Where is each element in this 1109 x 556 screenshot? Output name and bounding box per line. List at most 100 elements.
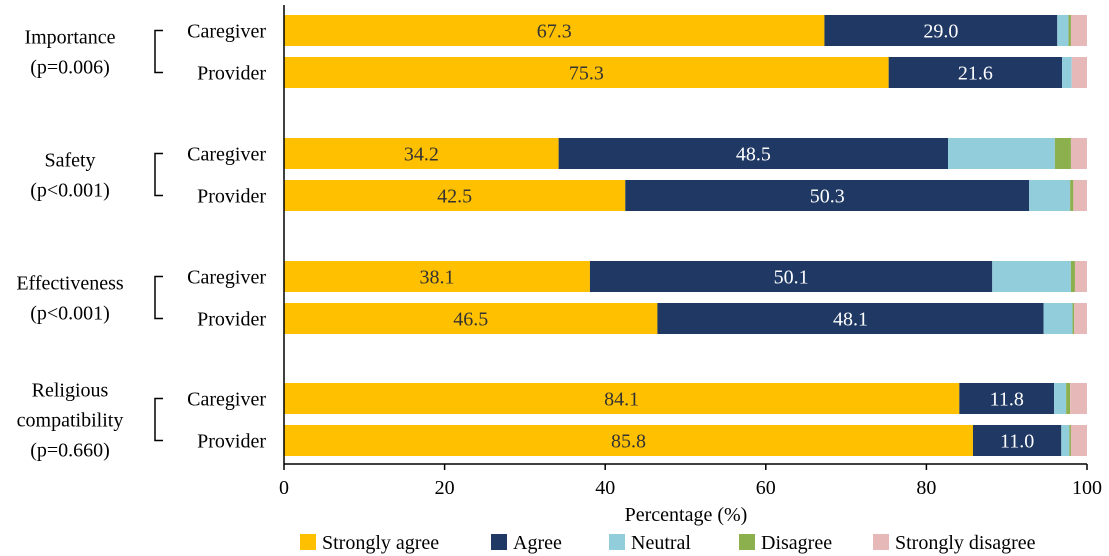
group-bracket [154, 275, 163, 320]
legend-swatch [873, 534, 889, 550]
group-label: Religious [32, 380, 109, 402]
plot-area: 67.3 29.0 75.3 21.6 34.2 48.5 42.5 50.3 38.1 50.1… [284, 15, 1087, 456]
bar-segment-agree [972, 425, 1062, 456]
bar-segment-disagree [1066, 383, 1071, 414]
bar-segment-disagree [1070, 180, 1074, 211]
legend-label: Neutral [631, 532, 691, 554]
bar-segment-strongly-agree [284, 57, 889, 88]
group-bracket [154, 152, 163, 197]
legend-label: Strongly agree [322, 532, 439, 554]
legend-swatch [609, 534, 625, 550]
bar-segment-agree [959, 383, 1055, 414]
x-tick-label: 20 [435, 477, 455, 499]
bar-segment-disagree [1068, 15, 1071, 46]
legend-label: Agree [513, 532, 562, 554]
bar-segment-agree [558, 138, 949, 169]
group-label: (p<0.001) [30, 180, 110, 202]
bar-segment-agree [625, 180, 1030, 211]
legend-item: Strongly disagree [873, 532, 1036, 554]
data-label: 21.6 [958, 63, 993, 85]
data-label: 50.1 [774, 267, 809, 289]
x-tick-label: 0 [279, 477, 289, 499]
legend-item: Disagree [739, 532, 832, 554]
bar-segment-disagree [1069, 425, 1071, 456]
data-label: 34.2 [404, 144, 439, 166]
group-label: Effectiveness [16, 273, 124, 295]
bar-segment-strongly-agree [284, 15, 825, 46]
data-label: 67.3 [537, 21, 572, 43]
data-label: 11.8 [990, 389, 1024, 411]
bar-segment-strongly-disagree [1074, 261, 1087, 292]
data-label: 42.5 [437, 186, 472, 208]
data-label: 84.1 [604, 389, 639, 411]
group-label: (p<0.001) [30, 303, 110, 325]
legend-label: Disagree [761, 532, 832, 554]
legend-swatch [739, 534, 755, 550]
x-tick-label: 100 [1072, 477, 1102, 499]
bar-segment-neutral [1029, 180, 1071, 211]
legend-item: Agree [491, 532, 562, 554]
bar-segment-disagree [1072, 303, 1075, 334]
group-labels: Caregiver Provider Importance (p=0.006) Care… [16, 21, 266, 462]
data-label: 48.5 [736, 144, 771, 166]
data-label: 50.3 [810, 186, 845, 208]
group-label: Importance [24, 27, 115, 49]
bar-category-label: Caregiver [187, 21, 266, 43]
bar-segment-strongly-disagree [1070, 383, 1087, 414]
bar-segment-agree [824, 15, 1058, 46]
bar-category-label: Provider [197, 63, 266, 85]
bar-segment-neutral [1043, 303, 1073, 334]
bar-category-label: Provider [197, 431, 266, 453]
legend: Strongly agree Agree Neutral Disagree Strong… [300, 532, 1036, 554]
legend-swatch [300, 534, 316, 550]
bar-segment-neutral [1062, 57, 1072, 88]
legend-swatch [491, 534, 507, 550]
data-label: 29.0 [923, 21, 958, 43]
bar-segment-neutral [992, 261, 1071, 292]
bar-segment-strongly-disagree [1071, 57, 1087, 88]
data-label: 11.0 [1000, 431, 1034, 453]
bar-category-label: Caregiver [187, 267, 266, 289]
bar-segment-disagree [1054, 138, 1071, 169]
bar-segment-disagree [1070, 261, 1075, 292]
data-label: 85.8 [611, 431, 646, 453]
group-label: compatibility [17, 410, 124, 432]
bar-segment-strongly-disagree [1070, 15, 1087, 46]
bar-segment-strongly-agree [284, 138, 559, 169]
bar-category-label: Caregiver [187, 144, 266, 166]
legend-item: Strongly agree [300, 532, 439, 554]
group-bracket [154, 397, 163, 442]
data-label: 38.1 [419, 267, 454, 289]
group-bracket [154, 29, 163, 74]
legend-label: Strongly disagree [895, 532, 1036, 554]
bar-segment-strongly-agree [284, 383, 960, 414]
bar-segment-strongly-agree [284, 261, 590, 292]
data-label: 75.3 [569, 63, 604, 85]
bar-category-label: Provider [197, 309, 266, 331]
bar-segment-strongly-disagree [1074, 303, 1087, 334]
x-tick-label: 60 [756, 477, 776, 499]
bar-segment-strongly-disagree [1073, 180, 1087, 211]
bar-segment-agree [589, 261, 993, 292]
x-axis: 0 20 40 60 80 100 [279, 5, 1102, 499]
bar-category-label: Caregiver [187, 389, 266, 411]
bar-segment-agree [888, 57, 1063, 88]
bar-segment-agree [657, 303, 1044, 334]
bar-segment-strongly-agree [284, 425, 973, 456]
data-label: 48.1 [833, 309, 868, 331]
data-label: 46.5 [453, 309, 488, 331]
x-tick-label: 40 [595, 477, 615, 499]
bar-segment-strongly-disagree [1070, 138, 1087, 169]
bar-segment-neutral [948, 138, 1055, 169]
bar-category-label: Provider [197, 186, 266, 208]
group-label: Safety [44, 150, 95, 172]
bar-segment-strongly-agree [284, 180, 626, 211]
bar-segment-strongly-agree [284, 303, 658, 334]
group-label: (p=0.660) [30, 440, 110, 462]
group-label: (p=0.006) [30, 57, 110, 79]
legend-item: Neutral [609, 532, 691, 554]
bar-segment-strongly-disagree [1070, 425, 1087, 456]
bar-segment-neutral [1054, 383, 1067, 414]
bar-segment-neutral [1061, 425, 1070, 456]
